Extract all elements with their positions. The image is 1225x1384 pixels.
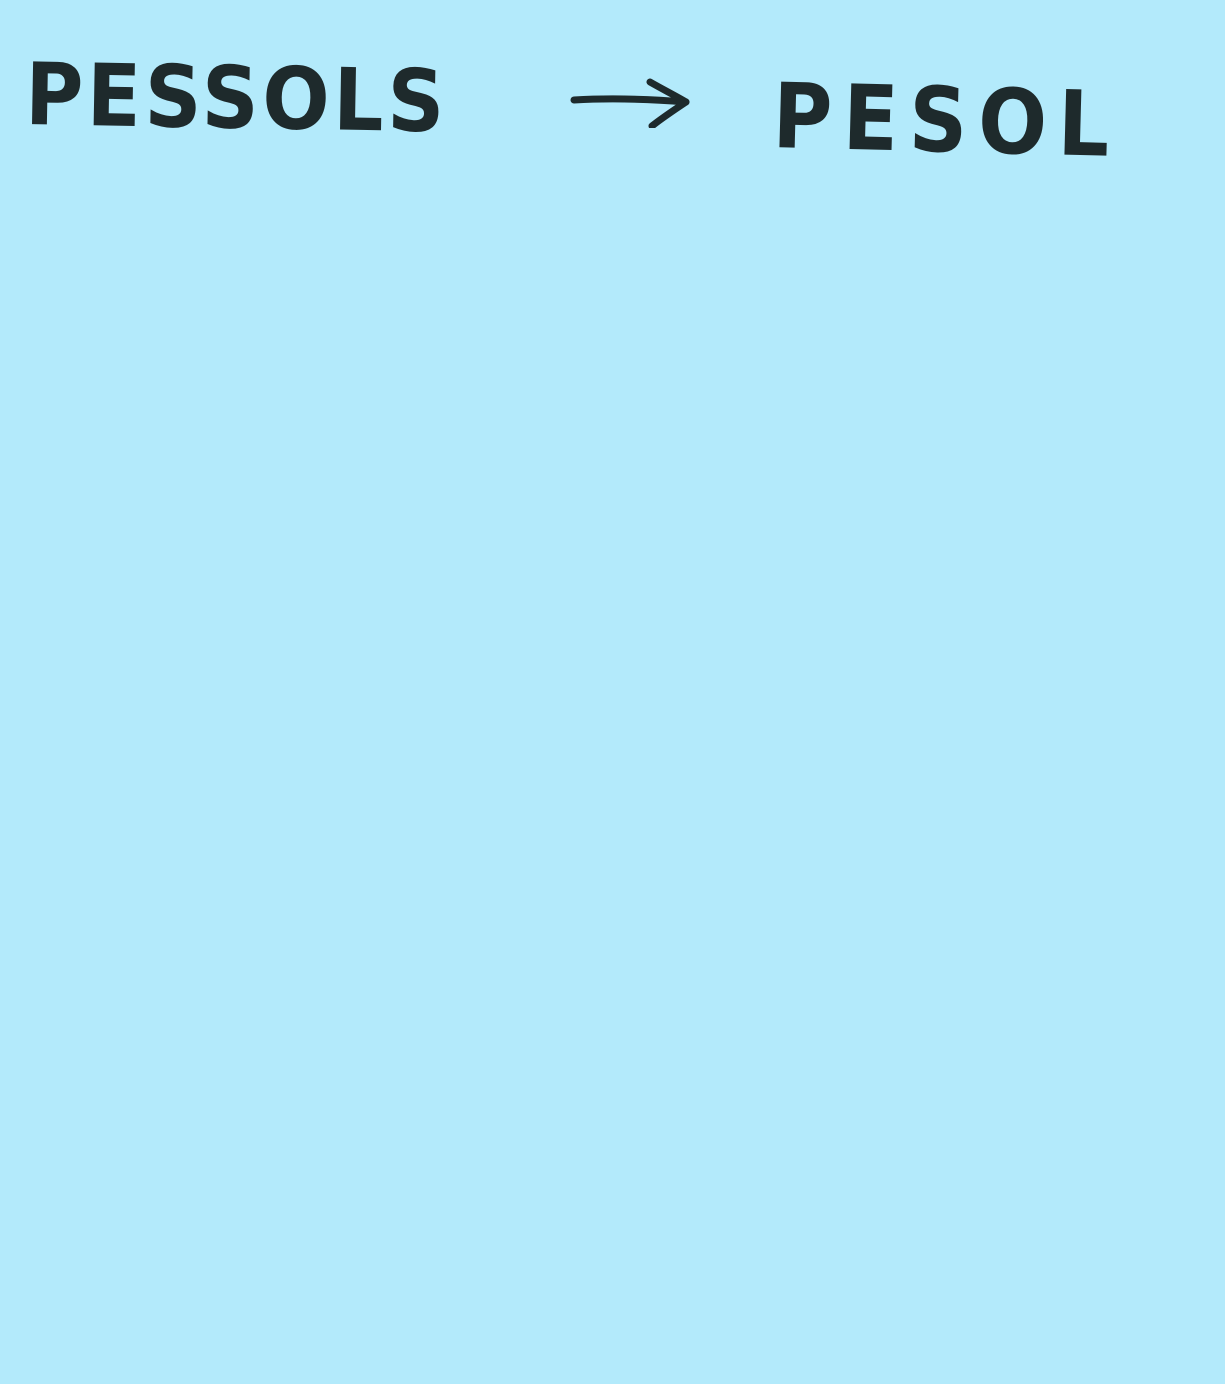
right-arrow-icon [570,78,690,128]
source-word: PESSOLS [24,45,449,153]
target-word: PESOL [771,64,1122,179]
